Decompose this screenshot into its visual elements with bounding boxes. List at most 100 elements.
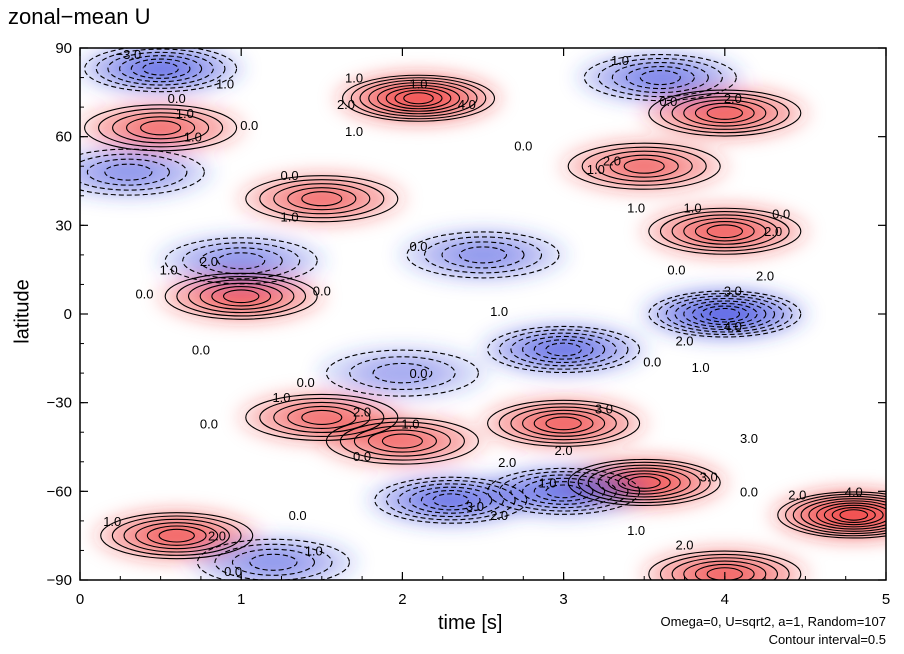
contour-label: 2.0 bbox=[498, 455, 516, 470]
contour-line bbox=[301, 409, 343, 425]
contour-label: 0.0 bbox=[659, 94, 677, 109]
contour-label: 4.0 bbox=[724, 319, 742, 334]
contour-line bbox=[301, 191, 343, 207]
contour-line bbox=[816, 502, 886, 528]
contour-line bbox=[123, 518, 230, 553]
field-blob bbox=[212, 250, 270, 272]
contour-label: 2.0 bbox=[490, 508, 508, 523]
contour-line bbox=[196, 538, 350, 580]
field-blob bbox=[635, 68, 686, 87]
parameters-note: Omega=0, U=sqrt2, a=1, Random=107 bbox=[660, 614, 886, 629]
contour-label: 0.0 bbox=[740, 484, 758, 499]
contour-line bbox=[273, 401, 371, 433]
field-blob bbox=[244, 551, 303, 573]
contour-line bbox=[625, 66, 695, 90]
contour-line bbox=[567, 458, 721, 507]
contour-label: 1.0 bbox=[611, 53, 629, 68]
contour-label: 3.0 bbox=[740, 431, 758, 446]
contour-line bbox=[353, 425, 451, 457]
contour-label: 1.0 bbox=[401, 416, 419, 431]
contour-label: 0.0 bbox=[643, 354, 661, 369]
contour-line bbox=[611, 62, 709, 94]
field-blob bbox=[454, 244, 512, 266]
contour-line bbox=[533, 339, 594, 360]
x-tick-label: 4 bbox=[721, 591, 729, 608]
contour-line bbox=[231, 548, 315, 576]
contour-line bbox=[627, 476, 661, 489]
contour-line bbox=[595, 150, 693, 182]
contour-line bbox=[112, 112, 210, 144]
contour-line bbox=[341, 74, 496, 122]
contour-line bbox=[545, 342, 582, 357]
field-blob bbox=[99, 161, 158, 183]
contour-label: 1.0 bbox=[587, 162, 605, 177]
field-blob bbox=[296, 408, 347, 427]
contour-label: 3.0 bbox=[724, 283, 742, 298]
contour-line bbox=[367, 429, 437, 453]
contour-line bbox=[623, 158, 665, 174]
contour-line bbox=[683, 217, 767, 245]
contour-label: 0.0 bbox=[168, 91, 186, 106]
contour-line bbox=[423, 236, 543, 274]
contour-line bbox=[659, 211, 790, 252]
contour-line bbox=[785, 493, 886, 537]
field-blob bbox=[367, 360, 438, 386]
contour-label: 4.0 bbox=[458, 97, 476, 112]
contour-label: 1.0 bbox=[305, 543, 323, 558]
contour-line bbox=[432, 493, 469, 508]
contour-label: 2.0 bbox=[555, 443, 573, 458]
contour-line bbox=[84, 48, 238, 93]
y-tick-label: 0 bbox=[64, 306, 72, 323]
contour-label: 4.0 bbox=[845, 484, 863, 499]
contour-label: 0.0 bbox=[135, 286, 153, 301]
contour-line bbox=[372, 362, 433, 384]
contour-line bbox=[597, 58, 723, 98]
contour-line bbox=[385, 479, 516, 521]
contour-line bbox=[671, 214, 779, 249]
contour-label: 1.0 bbox=[409, 76, 427, 91]
contour-line bbox=[126, 116, 196, 140]
contour-line bbox=[287, 187, 357, 211]
contour-line bbox=[659, 553, 790, 580]
contour-line bbox=[567, 142, 721, 190]
contour-line bbox=[146, 525, 207, 546]
contour-line bbox=[581, 146, 707, 186]
contour-line bbox=[119, 55, 203, 83]
contour-label: 1.0 bbox=[345, 124, 363, 139]
contour-line bbox=[217, 252, 266, 270]
contour-line bbox=[545, 484, 582, 499]
x-tick-label: 3 bbox=[559, 591, 567, 608]
contour-label: 0.0 bbox=[240, 118, 258, 133]
contour-line bbox=[287, 405, 357, 429]
contour-label: 0.0 bbox=[667, 263, 685, 278]
contour-label: 2.0 bbox=[764, 224, 782, 239]
contour-label: 0.0 bbox=[289, 508, 307, 523]
contour-label: 0.0 bbox=[409, 366, 427, 381]
contour-line bbox=[792, 495, 886, 535]
contour-label: 0.0 bbox=[224, 564, 242, 579]
contour-line bbox=[656, 292, 793, 336]
contour-label: 1.0 bbox=[281, 209, 299, 224]
field-blob bbox=[619, 156, 670, 176]
contour-line bbox=[487, 467, 641, 515]
contour-line bbox=[694, 221, 755, 242]
contour-line bbox=[659, 92, 790, 134]
x-axis-ticks: 0 1 2 3 4 5 bbox=[76, 48, 890, 608]
contour-line bbox=[164, 237, 318, 285]
y-tick-label: 90 bbox=[55, 40, 72, 57]
contour-line bbox=[211, 286, 272, 307]
contour-line bbox=[176, 276, 307, 317]
contour-line bbox=[800, 498, 886, 532]
contour-line bbox=[706, 106, 744, 120]
contour-label: 1.0 bbox=[692, 360, 710, 375]
contour-line bbox=[671, 96, 779, 130]
contour-line bbox=[522, 409, 606, 437]
contour-line bbox=[86, 158, 170, 186]
y-tick-label: −60 bbox=[47, 483, 72, 500]
contour-label: 0.0 bbox=[200, 416, 218, 431]
contour-label: 2.0 bbox=[788, 487, 806, 502]
contour-line bbox=[214, 543, 333, 580]
field-blob bbox=[296, 189, 347, 209]
contour-line bbox=[487, 325, 641, 374]
